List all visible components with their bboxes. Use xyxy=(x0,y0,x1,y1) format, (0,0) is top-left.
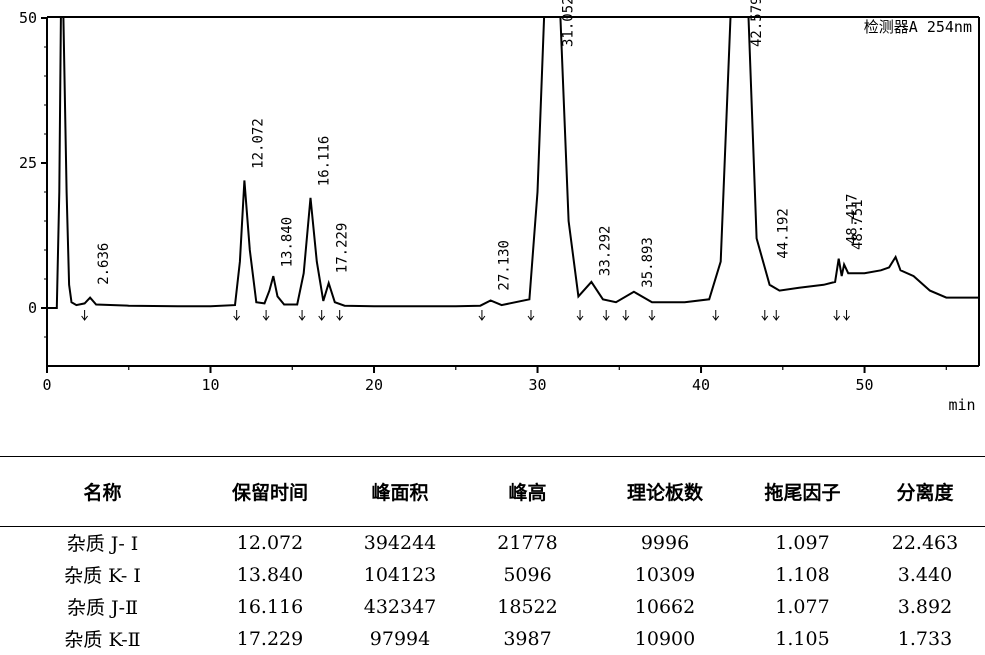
table-header-row: 名称 保留时间 峰面积 峰高 理论板数 拖尾因子 分离度 xyxy=(0,456,985,527)
integration-marker xyxy=(712,310,720,321)
peak-label: 42.579 xyxy=(749,0,765,47)
peak-label: 16.116 xyxy=(317,136,333,187)
integration-marker xyxy=(772,310,780,321)
cell-theoretical-plates: 10309 xyxy=(634,563,696,586)
detector-label: 检测器A 254nm xyxy=(864,18,972,36)
x-tick-label: 10 xyxy=(201,376,219,394)
cell-tailing-factor: 1.108 xyxy=(775,563,830,586)
cell-peak-area: 394244 xyxy=(363,531,437,554)
peak-label: 35.893 xyxy=(640,237,656,288)
peak-label: 12.072 xyxy=(250,118,266,169)
table-row: 杂质 K-Ⅱ 17.229 97994 3987 10900 1.105 1.7… xyxy=(0,623,985,655)
peak-label: 27.130 xyxy=(497,240,513,291)
cell-name: 杂质 J-Ⅱ xyxy=(67,597,138,619)
cell-name: 杂质 K- I xyxy=(64,565,141,587)
chromatogram-trace xyxy=(47,16,979,309)
peak-labels: 2.636 12.072 13.840 16.116 17.229 27.130 31.05… xyxy=(96,0,866,291)
cell-theoretical-plates: 9996 xyxy=(640,531,690,554)
integration-marker xyxy=(761,310,769,321)
cell-resolution: 3.892 xyxy=(897,595,953,618)
cell-theoretical-plates: 10662 xyxy=(634,595,696,618)
chromatogram-chart: 0 10 20 30 40 50 50 25 0 2.636 12.072 13.840 16.116… xyxy=(19,0,980,414)
cell-peak-area: 97994 xyxy=(369,627,431,650)
integration-marker xyxy=(262,310,270,321)
integration-marker xyxy=(622,310,630,321)
table-row: 杂质 K- I 13.840 104123 5096 10309 1.108 3… xyxy=(0,559,985,591)
chart-axes xyxy=(46,16,980,367)
header-tailing-factor: 拖尾因子 xyxy=(740,456,865,527)
cell-peak-height: 18522 xyxy=(497,595,558,618)
y-tick-label: 0 xyxy=(28,299,37,317)
peak-label: 13.840 xyxy=(279,217,295,268)
header-name: 名称 xyxy=(0,456,205,527)
x-tick-label: 40 xyxy=(692,376,710,394)
cell-retention-time: 17.229 xyxy=(236,627,304,650)
results-table: 名称 保留时间 峰面积 峰高 理论板数 拖尾因子 分离度 杂质 J- I 12.… xyxy=(0,456,985,655)
cell-name: 杂质 J- I xyxy=(66,533,139,556)
peak-label: 31.052 xyxy=(561,0,577,47)
integration-marker xyxy=(602,310,610,321)
cell-peak-height: 3987 xyxy=(503,627,552,650)
peak-label: 2.636 xyxy=(96,243,112,285)
integration-marker xyxy=(527,310,535,321)
y-tick-label: 50 xyxy=(19,9,37,27)
cell-retention-time: 12.072 xyxy=(236,531,304,554)
peak-label: 33.292 xyxy=(597,226,613,277)
header-theoretical-plates: 理论板数 xyxy=(590,456,740,527)
cell-tailing-factor: 1.097 xyxy=(775,531,830,554)
cell-peak-area: 104123 xyxy=(363,563,437,586)
table-row: 杂质 J-Ⅱ 16.116 432347 18522 10662 1.077 3… xyxy=(0,591,985,623)
x-tick-label: 20 xyxy=(365,376,383,394)
integration-marker xyxy=(233,310,241,321)
cell-resolution: 1.733 xyxy=(897,627,953,650)
header-retention-time: 保留时间 xyxy=(205,456,335,527)
table-row: 杂质 J- I 12.072 394244 21778 9996 1.097 2… xyxy=(0,527,985,559)
integration-marker xyxy=(81,310,89,321)
peak-label: 48.751 xyxy=(850,199,866,250)
cell-peak-area: 432347 xyxy=(363,595,437,618)
peak-label: 17.229 xyxy=(335,223,351,274)
cell-resolution: 3.440 xyxy=(897,563,953,586)
x-axis-unit: min xyxy=(948,396,975,414)
cell-retention-time: 13.840 xyxy=(236,563,304,586)
cell-resolution: 22.463 xyxy=(891,531,959,554)
integration-marker xyxy=(648,310,656,321)
x-tick-label: 0 xyxy=(42,376,51,394)
peak-label: 44.192 xyxy=(776,208,792,259)
cell-retention-time: 16.116 xyxy=(236,595,304,618)
integration-marker xyxy=(298,310,306,321)
header-peak-area: 峰面积 xyxy=(335,456,465,527)
cell-name: 杂质 K-Ⅱ xyxy=(64,629,141,651)
integration-marker xyxy=(318,310,326,321)
cell-peak-height: 21778 xyxy=(497,531,558,554)
integration-marker xyxy=(478,310,486,321)
peak-label: 48.417 xyxy=(845,194,861,245)
x-tick-label: 50 xyxy=(856,376,874,394)
integration-marker xyxy=(833,310,841,321)
y-tick-label: 25 xyxy=(19,154,37,172)
header-resolution: 分离度 xyxy=(865,456,985,527)
cell-peak-height: 5096 xyxy=(503,563,552,586)
integration-marker xyxy=(576,310,584,321)
axis-ticks: 0 10 20 30 40 50 50 25 0 xyxy=(19,9,947,394)
integration-markers xyxy=(81,310,850,321)
cell-theoretical-plates: 10900 xyxy=(634,627,696,650)
x-tick-label: 30 xyxy=(528,376,546,394)
cell-tailing-factor: 1.077 xyxy=(775,595,830,618)
integration-marker xyxy=(843,310,850,321)
header-peak-height: 峰高 xyxy=(465,456,590,527)
integration-marker xyxy=(336,310,344,321)
cell-tailing-factor: 1.105 xyxy=(775,627,830,650)
